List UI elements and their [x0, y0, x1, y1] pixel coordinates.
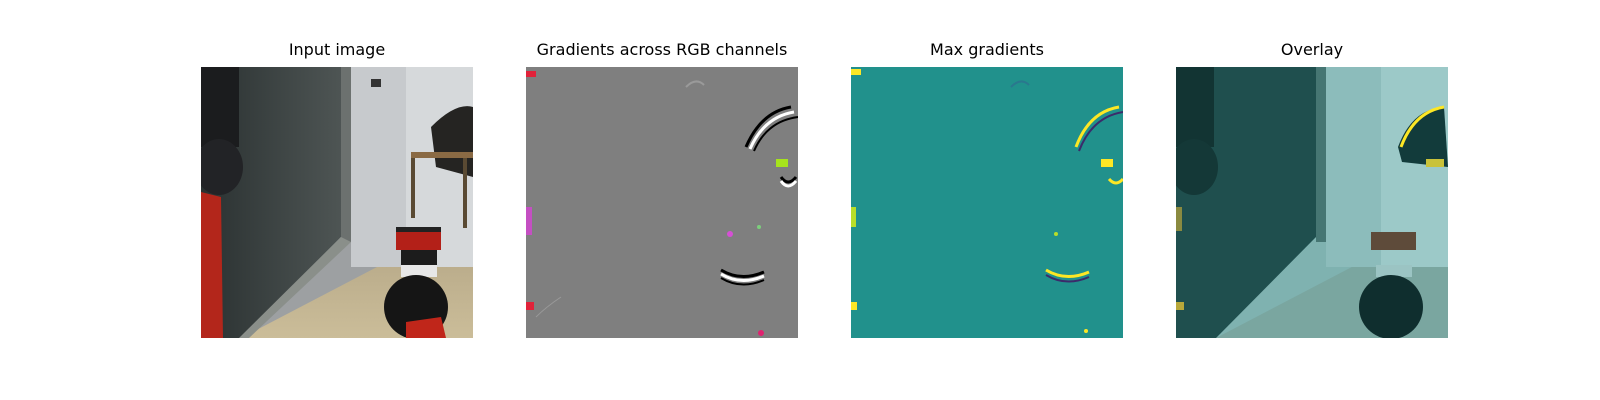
panel-title: Input image	[201, 40, 473, 60]
max-gradients-image	[851, 67, 1123, 338]
rgb-gradients-image	[526, 67, 798, 338]
panel-title: Max gradients	[851, 40, 1123, 60]
panel-title: Gradients across RGB channels	[526, 40, 798, 60]
panel-title: Overlay	[1176, 40, 1448, 60]
overlay-image	[1176, 67, 1448, 338]
input-image	[201, 67, 473, 338]
